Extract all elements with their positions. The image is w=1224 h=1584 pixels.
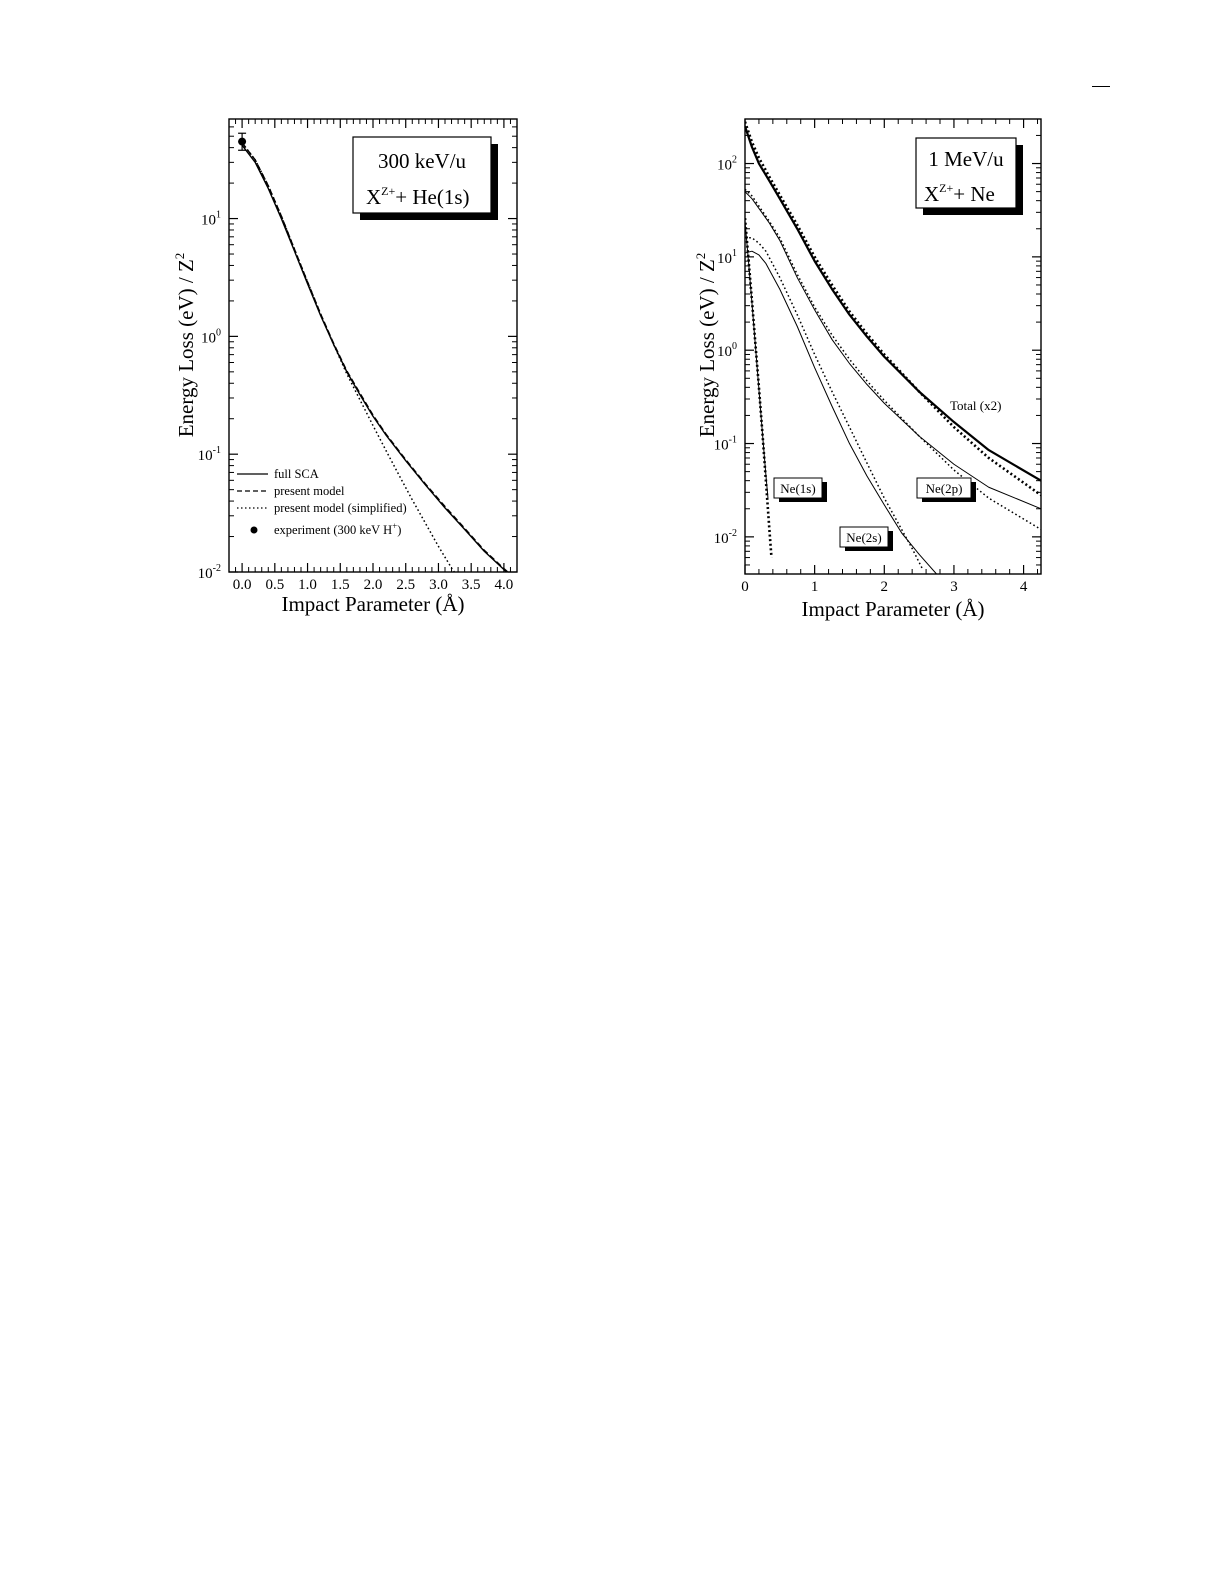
left-ytick-label: 10-1	[198, 445, 221, 464]
left-xtick-label: 3.0	[429, 577, 448, 593]
right-ytick-label: 100	[717, 341, 737, 360]
right-xtick-label: 4	[1020, 579, 1028, 595]
left-curves	[238, 132, 509, 572]
right-title-line1: 1 MeV/u	[928, 147, 1004, 171]
right-title-sup: Z+	[939, 181, 953, 195]
right-title-box	[915, 137, 1017, 209]
left-xtick-label: 4.0	[495, 577, 514, 593]
legend-label-full-sca: full SCA	[274, 467, 319, 481]
label-total-x2: Total (x2)	[950, 398, 1001, 413]
right-y-axis-label: Energy Loss (eV) / Z2	[693, 253, 719, 438]
label-ne1s: Ne(1s)	[780, 481, 815, 496]
right-series-1-total-x2--line	[745, 121, 1041, 497]
left-ylabel-text: Energy Loss (eV) / Z	[174, 259, 198, 437]
left-title-base: X	[366, 185, 381, 209]
legend-exp-base: experiment (300 keV H	[274, 523, 392, 537]
left-xtick-label: 3.5	[462, 577, 481, 593]
left-series-0-solid-line	[241, 144, 508, 572]
right-series-7-ne-1s--line	[745, 218, 773, 558]
left-ylabel-sup: 2	[172, 253, 187, 260]
right-ylabel-sup: 2	[693, 253, 708, 260]
left-xtick-label: 2.0	[364, 577, 383, 593]
label-ne1s-box	[773, 477, 823, 499]
right-xtick-label: 0	[741, 579, 749, 595]
legend-label-present-model: present model	[274, 484, 345, 498]
right-x-tick-labels: 0 1 2 3 4	[741, 579, 1028, 595]
left-title-sup: Z+	[381, 184, 395, 198]
right-series-6-ne-1s--line	[745, 221, 769, 499]
left-series-1-dashed-line	[241, 142, 509, 572]
legend-exp-sup: +	[392, 521, 397, 531]
label-ne2s: Ne(2s)	[846, 530, 881, 545]
left-title-line1: 300 keV/u	[378, 149, 467, 173]
label-ne2p-box	[916, 477, 972, 499]
right-series-0-total-x2--line	[745, 126, 1041, 482]
left-xtick-label: 1.0	[298, 577, 317, 593]
right-x-axis-label: Impact Parameter (Å)	[801, 597, 984, 621]
legend-exp-end: )	[397, 523, 401, 537]
right-series-4-ne-2s--line	[745, 250, 937, 574]
label-ne2p: Ne(2p)	[926, 481, 963, 496]
right-ytick-label: 102	[717, 155, 737, 174]
legend-label-present-model-simplified: present model (simplified)	[274, 501, 407, 515]
left-xtick-label: 0.0	[233, 577, 252, 593]
right-ylabel-text: Energy Loss (eV) / Z	[695, 259, 719, 437]
left-series-2-dotted-line	[241, 142, 456, 572]
right-plot-frame	[744, 118, 1042, 575]
right-ticks	[744, 118, 1041, 575]
legend-label-experiment: experiment (300 keV H+)	[274, 521, 401, 537]
right-series-2-ne-2p--line	[745, 191, 1041, 510]
left-ytick-label: 10-2	[198, 563, 221, 582]
right-curves	[745, 121, 1041, 574]
right-series-5-ne-2s--line	[745, 237, 924, 570]
left-chart: 0.0 0.5 1.0 1.5 2.0 2.5 3.0 3.5 4.0 10-210-11001…	[172, 118, 518, 616]
right-xtick-label: 3	[950, 579, 958, 595]
left-x-axis-label: Impact Parameter (Å)	[281, 592, 464, 616]
right-xtick-label: 1	[811, 579, 819, 595]
right-ytick-label: 101	[717, 248, 737, 267]
left-ytick-label: 101	[201, 210, 221, 229]
right-title-line2: XZ++ Ne	[924, 181, 995, 206]
right-ytick-label: 10-1	[714, 435, 737, 454]
legend-experiment-marker	[250, 526, 258, 534]
corner-mark	[1092, 86, 1110, 87]
right-y-tick-labels: 10-2 10-1 100 101 102	[714, 155, 737, 547]
left-title-rest: + He(1s)	[395, 185, 469, 209]
left-title-line2: XZ++ He(1s)	[366, 184, 470, 209]
right-xtick-label: 2	[881, 579, 889, 595]
right-title-base: X	[924, 182, 939, 206]
left-legend: full SCA present model present model (si…	[237, 467, 407, 537]
left-title-box	[352, 136, 492, 214]
label-ne2s-box	[839, 526, 889, 548]
left-xtick-label: 2.5	[396, 577, 415, 593]
left-y-tick-labels: 10-2 10-1 100 101	[198, 210, 221, 582]
left-xtick-label: 0.5	[265, 577, 284, 593]
left-x-tick-labels: 0.0 0.5 1.0 1.5 2.0 2.5 3.0 3.5 4.0	[233, 577, 514, 593]
experiment-point	[238, 137, 247, 146]
right-ytick-label: 10-2	[714, 528, 737, 547]
right-title-rest: + Ne	[953, 182, 995, 206]
right-series-3-ne-2p--line	[745, 188, 1041, 531]
left-y-axis-label: Energy Loss (eV) / Z2	[172, 253, 198, 438]
left-xtick-label: 1.5	[331, 577, 350, 593]
left-ytick-label: 100	[201, 327, 221, 346]
